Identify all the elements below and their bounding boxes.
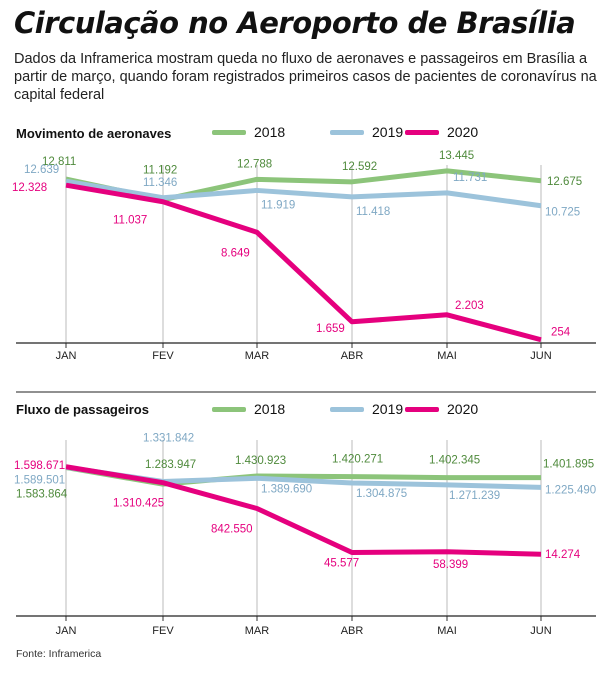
data-label: 11.037 [113,215,147,227]
legend-label-2019: 2019 [372,124,403,140]
series-line-2020 [65,464,542,557]
x-tick-label: ABR [341,350,364,362]
data-label: 1.589.501 [14,474,65,486]
page-title: Circulação no Aeroporto de Brasília [14,6,576,40]
data-label: 1.430.923 [235,455,286,467]
data-label: 14.274 [545,549,581,561]
data-label: 13.445 [439,150,474,162]
x-tick-label: FEV [152,625,174,637]
data-label: 10.725 [545,207,580,219]
x-tick-label: JUN [530,625,551,637]
data-label: 1.331.842 [143,432,194,444]
data-label: 45.577 [324,557,359,569]
data-label: 12.675 [547,176,582,188]
data-label: 11.731 [453,172,487,184]
x-tick-label: ABR [341,625,364,637]
subtitle: Dados da Inframerica mostram queda no fl… [14,51,597,103]
legend-swatch-2020 [405,407,439,412]
data-label: 1.598.671 [14,460,65,472]
chart-title-aeronaves: Movimento de aeronaves [16,126,172,141]
data-label: 1.401.895 [543,459,594,471]
data-label: 58.399 [433,559,468,571]
x-tick-label: MAR [245,625,270,637]
x-tick-label: MAI [437,625,457,637]
data-label: 11.192 [143,165,177,177]
data-label: 12.788 [237,158,272,170]
chart-0: JAN FEV MAR ABR MAI JUN 12.811 11.192 12.788 12.5… [12,124,596,362]
data-label: 2.203 [455,300,484,312]
chart-title-passageiros: Fluxo de passageiros [16,402,149,417]
data-label: 1.283.947 [145,459,196,471]
legend-label-2018: 2018 [254,401,285,417]
legend-label-2019: 2019 [372,401,403,417]
data-label: 12.592 [342,161,377,173]
legend-swatch-2020 [405,130,439,135]
data-label: 1.271.239 [449,490,500,502]
legend-swatch-2019 [330,130,364,135]
data-label: 1.583.864 [16,489,68,501]
data-label: 842.550 [211,523,253,535]
data-label: 12.639 [24,164,59,176]
x-tick-label: JAN [56,625,77,637]
data-label: 1.659 [316,323,345,335]
source: Fonte: Inframerica [16,648,102,660]
legend-swatch-2018 [212,407,246,412]
data-label: 1.402.345 [429,455,480,467]
data-label: 8.649 [221,247,250,259]
legend-swatch-2019 [330,407,364,412]
data-label: 1.225.490 [545,484,596,496]
data-label: 12.328 [12,182,47,194]
x-tick-label: JUN [530,350,551,362]
data-label: 1.310.425 [113,498,164,510]
series-line-2020 [65,182,542,343]
x-tick-label: JAN [56,350,77,362]
x-tick-label: MAR [245,350,270,362]
x-tick-label: MAI [437,350,457,362]
legend-label-2020: 2020 [447,124,478,140]
data-label: 1.389.690 [261,483,312,495]
data-label: 254 [551,327,571,339]
data-label: 11.346 [143,177,177,189]
legend-label-2020: 2020 [447,401,478,417]
data-label: 1.304.875 [356,488,407,500]
series-line-2019 [65,178,542,209]
data-label: 1.420.271 [332,454,383,466]
chart-1: JAN FEV MAR ABR MAI JUN 1.583.864 1.283.947 1.43… [14,401,596,637]
legend-label-2018: 2018 [254,124,285,140]
data-label: 11.418 [356,206,390,218]
legend-swatch-2018 [212,130,246,135]
data-label: 11.919 [261,199,295,211]
data-label: 12.811 [42,156,76,168]
x-tick-label: FEV [152,350,174,362]
